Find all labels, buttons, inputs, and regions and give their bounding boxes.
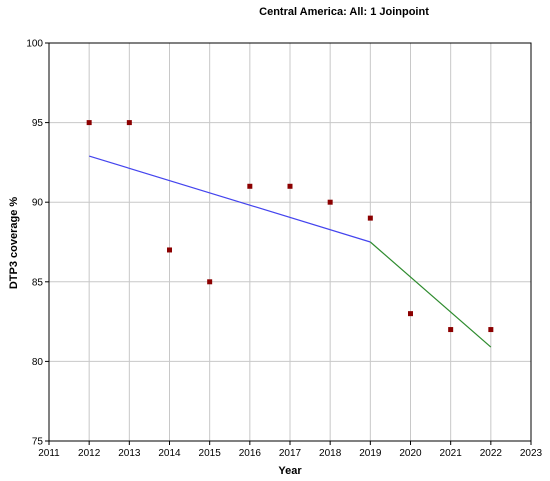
chart-title: Central America: All: 1 Joinpoint <box>259 6 429 18</box>
x-tick-label-2013: 2013 <box>118 448 141 459</box>
data-point-2017 <box>287 183 293 189</box>
observed-points <box>86 120 494 333</box>
x-tick-label-2016: 2016 <box>239 448 262 459</box>
x-tick-label-2011: 2011 <box>38 448 60 459</box>
x-tick-label-2023: 2023 <box>520 448 543 459</box>
data-point-2014 <box>167 247 172 253</box>
data-point-2018 <box>327 199 333 205</box>
x-tick-label-2012: 2012 <box>78 448 101 459</box>
y-tick-label-75: 75 <box>32 437 44 448</box>
x-tick-label-2015: 2015 <box>199 448 222 459</box>
y-axis-ticks: 75 80 85 90 95 100 <box>26 39 49 448</box>
y-tick-label-85: 85 <box>32 277 44 288</box>
x-tick-label-2020: 2020 <box>399 448 422 459</box>
x-tick-label-2018: 2018 <box>319 448 342 459</box>
x-axis-label: Year <box>278 465 302 477</box>
data-point-2022 <box>488 327 494 333</box>
fitted-lines <box>88 155 492 348</box>
y-tick-label-100: 100 <box>26 39 43 50</box>
grid <box>48 42 532 442</box>
fitted-segment-1-line <box>88 155 371 243</box>
data-point-2016 <box>247 183 253 189</box>
fitted-segment-2-line <box>369 241 492 348</box>
data-point-2021 <box>448 327 454 333</box>
x-tick-label-2021: 2021 <box>440 448 463 459</box>
y-tick-label-80: 80 <box>32 357 44 368</box>
data-point-2015 <box>207 279 213 285</box>
x-tick-label-2022: 2022 <box>480 448 503 459</box>
x-tick-label-2019: 2019 <box>359 448 382 459</box>
data-point-2012 <box>86 120 92 126</box>
x-tick-label-2017: 2017 <box>279 448 302 459</box>
data-point-2020 <box>408 311 413 317</box>
data-point-2019 <box>367 215 373 221</box>
data-point-2013 <box>126 120 132 126</box>
y-tick-label-90: 90 <box>32 198 44 209</box>
y-axis-label: DTP3 coverage % <box>8 197 20 290</box>
x-tick-label-2014: 2014 <box>158 448 181 459</box>
y-tick-label-95: 95 <box>32 118 44 129</box>
x-axis-ticks: 2011 2012 2013 2014 2015 2016 2017 2018 2019 2020… <box>38 441 543 459</box>
